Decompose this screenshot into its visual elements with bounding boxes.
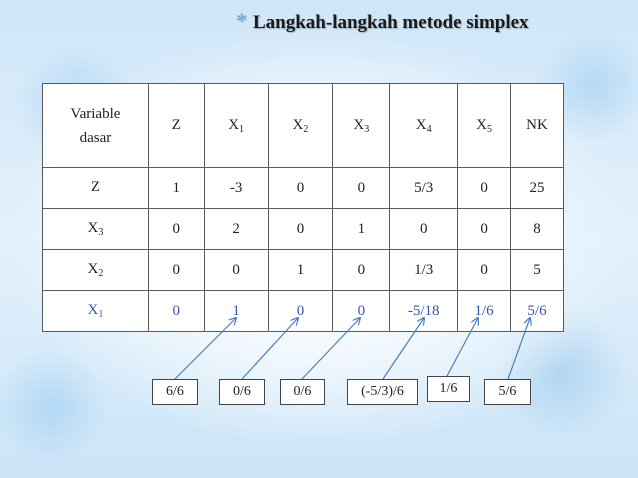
arrow-line xyxy=(301,318,360,380)
table-cell: -3 xyxy=(203,167,269,209)
calc-box-x3: 0/6 xyxy=(280,379,325,405)
slide-title-text: Langkah-langkah metode simplex xyxy=(253,12,529,33)
arrow-line xyxy=(174,318,236,380)
calc-box-x2: 0/6 xyxy=(219,379,265,405)
table-cell: 5/3 xyxy=(389,167,459,209)
calc-box-x1: 6/6 xyxy=(152,379,198,405)
table-row-x3: X3 0 2 0 1 0 0 8 xyxy=(42,208,564,250)
table-cell: 1/3 xyxy=(389,249,459,291)
table-cell: 0 xyxy=(389,208,459,250)
table-cell: 0 xyxy=(457,249,512,291)
table-cell: 25 xyxy=(510,167,564,209)
table-cell: 0 xyxy=(332,167,391,209)
table-cell: 5 xyxy=(510,249,564,291)
calc-box-x4: (-5/3)/6 xyxy=(347,379,418,405)
table-cell: 0 xyxy=(147,290,205,332)
table-cell: 0 xyxy=(457,167,512,209)
simplex-table: Variable dasar Z X1 X2 X3 X4 X5 NK Z 1 -… xyxy=(42,83,564,332)
slide-title: * Langkah-langkah metode simplex xyxy=(236,8,529,38)
calc-box-x5: 1/6 xyxy=(427,376,470,402)
table-cell: 5/6 xyxy=(510,290,564,332)
header-nk: NK xyxy=(510,83,564,168)
header-row: Variable dasar Z X1 X2 X3 X4 X5 NK xyxy=(42,83,564,168)
table-row-x1: X1 0 1 0 0 -5/18 1/6 5/6 xyxy=(42,290,564,332)
arrow-line xyxy=(241,318,298,380)
table-cell: 2 xyxy=(203,208,269,250)
table-row-z: Z 1 -3 0 0 5/3 0 25 xyxy=(42,167,564,209)
header-x3: X3 xyxy=(332,83,391,168)
arrow-line xyxy=(382,318,424,380)
table-cell: 0 xyxy=(267,290,334,332)
asterisk-bullet-icon: * xyxy=(236,8,247,33)
table-cell: -5/18 xyxy=(389,290,459,332)
header-x4: X4 xyxy=(389,83,459,168)
row-variable: X1 xyxy=(42,290,149,332)
arrow-line xyxy=(507,318,530,380)
row-variable: X2 xyxy=(42,249,149,291)
arrow-line xyxy=(446,318,478,377)
calc-box-nk: 5/6 xyxy=(484,379,531,405)
table-cell: 1/6 xyxy=(457,290,512,332)
header-variable-dasar: Variable dasar xyxy=(42,83,149,168)
row-variable: Z xyxy=(42,167,149,209)
table-cell: 0 xyxy=(147,208,205,250)
